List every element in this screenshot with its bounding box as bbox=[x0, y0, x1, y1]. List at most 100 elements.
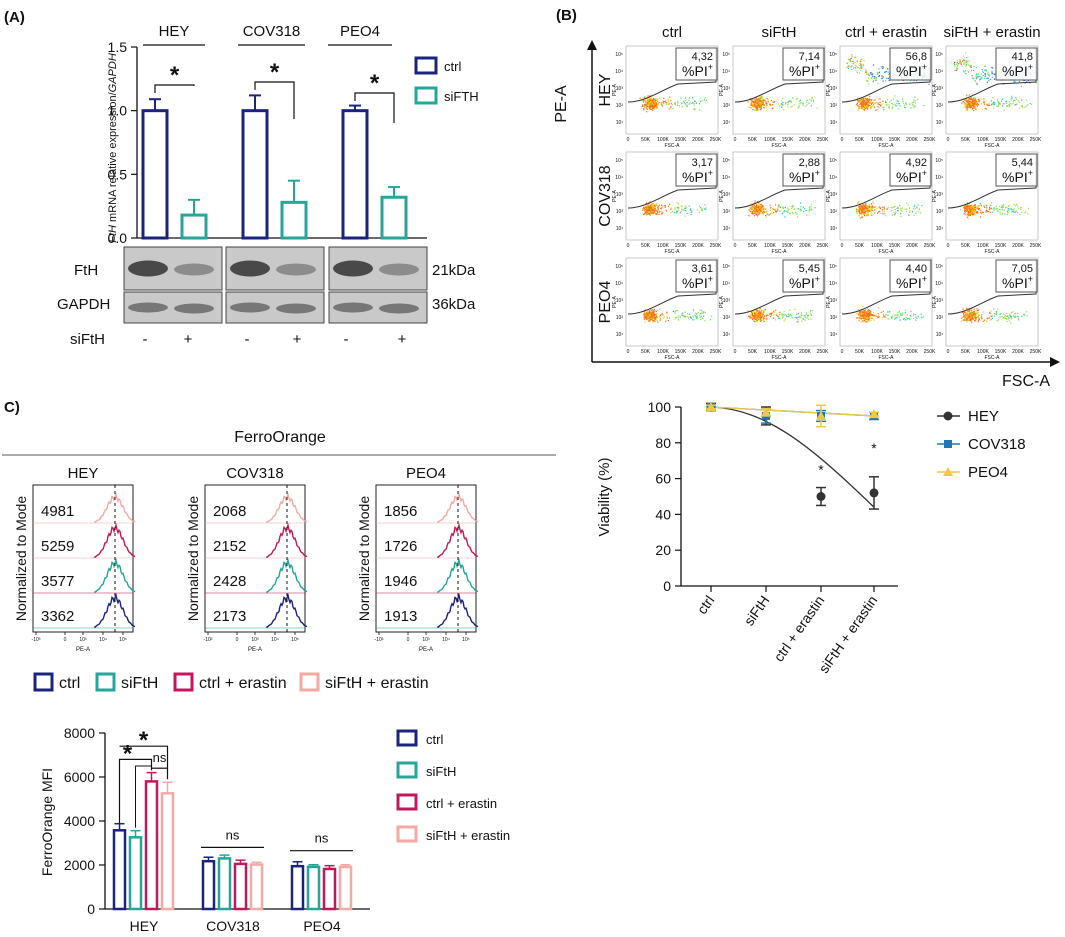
flow-mini-y-tick: 10¹ bbox=[616, 226, 624, 232]
flow-event-dot bbox=[986, 318, 988, 320]
flow-event-dot bbox=[654, 206, 656, 208]
flow-event-dot bbox=[965, 318, 968, 320]
flow-event-dot bbox=[861, 103, 863, 105]
histogram-x-label: PE-A bbox=[76, 647, 90, 653]
flow-event-dot bbox=[658, 211, 660, 213]
flow-event-dot bbox=[791, 205, 793, 208]
flow-event-dot bbox=[867, 105, 869, 107]
flow-event-dot bbox=[885, 208, 887, 210]
flow-event-dot bbox=[652, 211, 654, 213]
flow-event-dot bbox=[969, 309, 971, 311]
flow-event-dot bbox=[863, 65, 865, 67]
flow-event-dot bbox=[967, 204, 970, 206]
flow-event-dot bbox=[969, 318, 971, 320]
flow-event-dot bbox=[645, 209, 647, 211]
flow-event-dot bbox=[972, 97, 974, 99]
flow-event-dot bbox=[972, 214, 974, 216]
flow-event-dot bbox=[689, 313, 691, 315]
flow-event-dot bbox=[966, 214, 968, 216]
flow-event-dot bbox=[805, 101, 807, 103]
flow-mini-x-tick: 100K bbox=[657, 243, 669, 249]
flow-event-dot bbox=[981, 108, 983, 110]
flow-event-dot bbox=[649, 107, 651, 109]
flow-event-dot bbox=[651, 211, 653, 213]
flow-event-dot bbox=[643, 318, 645, 321]
flow-event-dot bbox=[1014, 313, 1016, 315]
flow-event-dot bbox=[999, 103, 1001, 105]
flow-event-dot bbox=[859, 103, 861, 106]
flow-event-dot bbox=[967, 100, 969, 102]
flow-event-dot bbox=[865, 99, 868, 101]
flow-event-dot bbox=[676, 212, 678, 214]
flow-event-dot bbox=[860, 321, 862, 323]
flow-event-dot bbox=[864, 100, 866, 102]
flow-event-dot bbox=[856, 60, 858, 62]
flow-event-dot bbox=[684, 100, 686, 102]
flow-event-dot bbox=[777, 315, 779, 318]
flow-event-dot bbox=[642, 208, 644, 210]
flow-event-dot bbox=[759, 311, 762, 313]
flow-event-dot bbox=[866, 215, 868, 217]
flow-event-dot bbox=[751, 102, 753, 104]
flow-event-dot bbox=[966, 98, 968, 100]
flow-event-dot bbox=[661, 101, 663, 104]
flow-event-dot bbox=[893, 206, 895, 208]
flow-event-dot bbox=[1001, 98, 1003, 100]
flow-event-dot bbox=[649, 314, 651, 316]
flow-event-dot bbox=[982, 320, 984, 322]
flow-event-dot bbox=[647, 311, 649, 314]
flow-event-dot bbox=[752, 317, 754, 319]
flow-event-dot bbox=[859, 213, 861, 215]
flow-mini-y-label: PE-A bbox=[719, 84, 725, 96]
flow-mini-x-label: FSC-A bbox=[772, 143, 788, 149]
flow-event-dot bbox=[977, 212, 979, 214]
flow-mini-x-tick: 200K bbox=[692, 243, 704, 249]
flow-event-dot bbox=[1021, 315, 1023, 317]
flow-event-dot bbox=[755, 315, 757, 317]
flow-mini-y-tick: 10² bbox=[830, 209, 838, 215]
flow-event-dot bbox=[973, 98, 975, 100]
flow-event-dot bbox=[883, 206, 885, 208]
flow-event-dot bbox=[967, 71, 970, 73]
flow-event-dot bbox=[816, 107, 818, 109]
flow-percent-value: 5,45 bbox=[799, 263, 820, 275]
flow-event-dot bbox=[761, 310, 763, 312]
flow-event-dot bbox=[989, 208, 991, 210]
flow-event-dot bbox=[657, 209, 659, 211]
flow-event-dot bbox=[865, 102, 867, 104]
flow-event-dot bbox=[858, 208, 860, 210]
flow-event-dot bbox=[653, 107, 655, 109]
flow-event-dot bbox=[755, 320, 757, 322]
flow-event-dot bbox=[699, 101, 702, 103]
flow-event-dot bbox=[1017, 312, 1019, 315]
flow-event-dot bbox=[964, 319, 966, 321]
flow-event-dot bbox=[966, 208, 968, 210]
flow-event-dot bbox=[670, 106, 672, 108]
flow-gate bbox=[947, 48, 1037, 103]
flow-mini-x-tick: 200K bbox=[1012, 243, 1024, 249]
flow-event-dot bbox=[758, 208, 761, 211]
flow-event-dot bbox=[908, 211, 911, 213]
flow-event-dot bbox=[980, 98, 982, 100]
flow-gate bbox=[841, 260, 931, 315]
flow-event-dot bbox=[965, 312, 967, 315]
flow-event-dot bbox=[982, 311, 984, 313]
flow-event-dot bbox=[760, 96, 763, 98]
flow-event-dot bbox=[866, 210, 868, 212]
flow-event-dot bbox=[912, 208, 914, 210]
flow-event-dot bbox=[686, 104, 688, 107]
flow-event-dot bbox=[774, 311, 776, 313]
flow-event-dot bbox=[699, 211, 701, 213]
flow-event-dot bbox=[974, 311, 976, 313]
flow-event-dot bbox=[748, 315, 750, 317]
flow-event-dot bbox=[652, 101, 654, 103]
flow-event-dot bbox=[977, 316, 979, 318]
flow-event-dot bbox=[972, 210, 974, 212]
flow-event-dot bbox=[646, 111, 648, 113]
flow-event-dot bbox=[646, 316, 648, 318]
flow-event-dot bbox=[968, 309, 970, 312]
flow-event-dot bbox=[966, 209, 968, 211]
flow-event-dot bbox=[860, 99, 862, 101]
flow-event-dot bbox=[972, 313, 975, 315]
flow-event-dot bbox=[754, 200, 756, 202]
